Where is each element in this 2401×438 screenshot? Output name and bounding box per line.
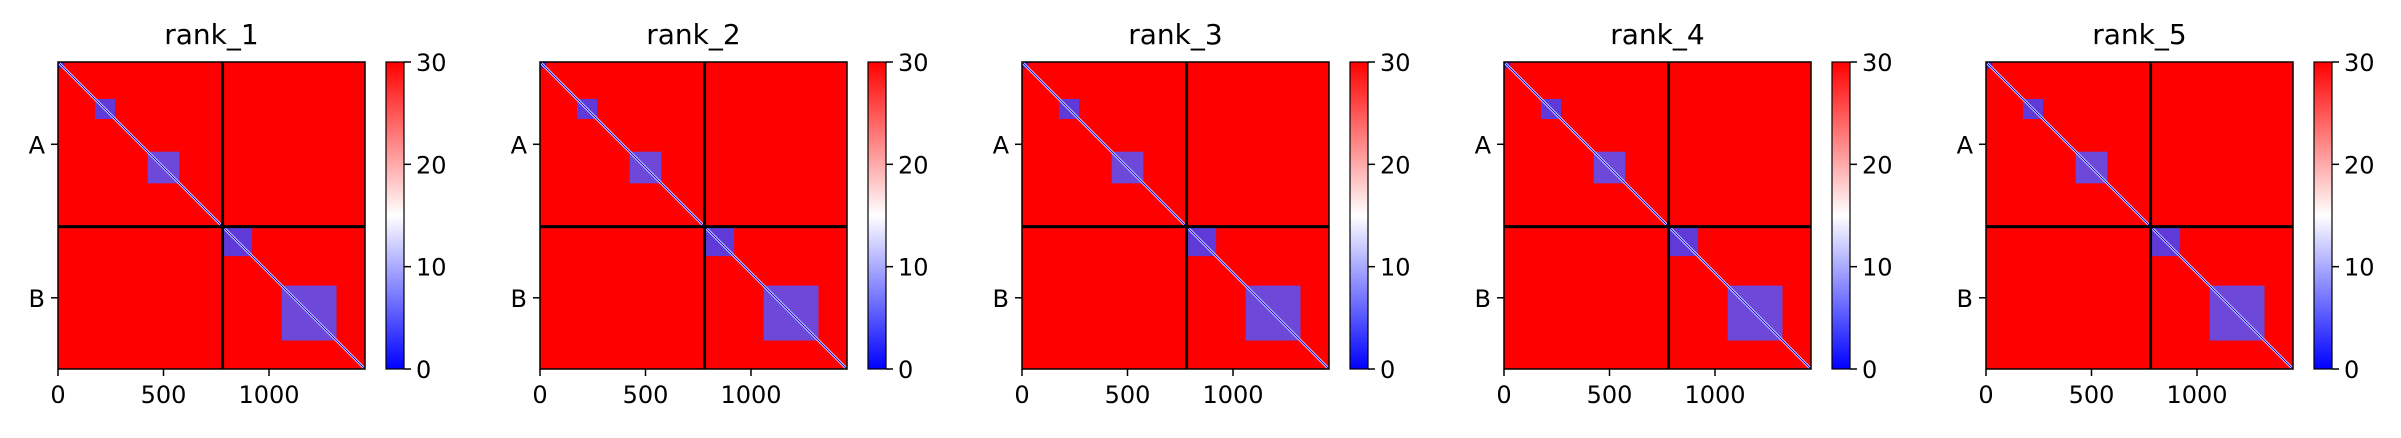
- panel-5: rank_5 A B 0 500 1000 0 10 20 30: [1957, 18, 2375, 409]
- colorbar: [1831, 61, 1851, 370]
- colorbar-tick-label: 20: [2344, 151, 2375, 179]
- colorbar: [867, 61, 887, 370]
- x-tick-label: 0: [532, 381, 547, 409]
- x-tick-label: 500: [2069, 381, 2115, 409]
- diagonal-core: [1021, 61, 1330, 370]
- x-tick-label: 0: [1978, 381, 1993, 409]
- x-tick-label: 500: [141, 381, 187, 409]
- panel-2: rank_2 A B 0 500 1000 0 10 20 30: [511, 18, 929, 409]
- x-tick-label: 0: [1496, 381, 1511, 409]
- colorbar-tick-label: 0: [1862, 356, 1877, 384]
- colorbar-tick-label: 30: [1862, 49, 1893, 77]
- colorbar-tick-label: 0: [416, 356, 431, 384]
- y-tick-label: A: [511, 131, 528, 159]
- panel-title: rank_2: [646, 18, 740, 51]
- y-tick-label: A: [1957, 131, 1974, 159]
- colorbar-tick-label: 0: [898, 356, 913, 384]
- diagonal-core: [57, 61, 366, 370]
- y-tick-label: A: [993, 131, 1010, 159]
- diagonal-core: [1985, 61, 2294, 370]
- heatmap-frame: [57, 61, 366, 370]
- x-tick-label: 1000: [2166, 381, 2227, 409]
- y-tick-label: B: [993, 285, 1009, 313]
- colorbar-tick-label: 20: [1862, 151, 1893, 179]
- colorbar: [385, 61, 405, 370]
- colorbar-tick-label: 30: [1380, 49, 1411, 77]
- colorbar-tick-label: 20: [898, 151, 929, 179]
- colorbar-tick-label: 10: [1380, 254, 1411, 282]
- x-tick-label: 1000: [720, 381, 781, 409]
- x-tick-label: 500: [1587, 381, 1633, 409]
- panel-title: rank_5: [2092, 18, 2186, 51]
- colorbar-tick-label: 30: [898, 49, 929, 77]
- panel-3: rank_3 A B 0 500 1000 0 10 20 30: [993, 18, 1411, 409]
- x-tick-label: 1000: [1684, 381, 1745, 409]
- panel-4: rank_4 A B 0 500 1000 0 10 20 30: [1475, 18, 1893, 409]
- colorbar-tick-label: 10: [416, 254, 447, 282]
- colorbar-tick-label: 10: [2344, 254, 2375, 282]
- x-tick-label: 1000: [238, 381, 299, 409]
- colorbar-tick-label: 20: [416, 151, 447, 179]
- y-tick-label: B: [1957, 285, 1973, 313]
- y-tick-label: B: [511, 285, 527, 313]
- x-tick-label: 1000: [1202, 381, 1263, 409]
- colorbar-tick-label: 30: [2344, 49, 2375, 77]
- heatmap-frame: [1985, 61, 2294, 370]
- colorbar-tick-label: 10: [898, 254, 929, 282]
- colorbar-tick-label: 10: [1862, 254, 1893, 282]
- panel-title: rank_3: [1128, 18, 1222, 51]
- diagonal-core: [1503, 61, 1812, 370]
- heatmap-frame: [1021, 61, 1330, 370]
- x-tick-label: 0: [1014, 381, 1029, 409]
- x-tick-label: 500: [1105, 381, 1151, 409]
- panel-title: rank_1: [164, 18, 258, 51]
- y-tick-label: B: [1475, 285, 1491, 313]
- y-tick-label: A: [1475, 131, 1492, 159]
- x-tick-label: 0: [50, 381, 65, 409]
- colorbar-tick-label: 30: [416, 49, 447, 77]
- colorbar: [2313, 61, 2333, 370]
- heatmap-frame: [1503, 61, 1812, 370]
- x-tick-label: 500: [623, 381, 669, 409]
- panel-1: rank_1 A B 0 500 1000 0 10 20 30: [29, 18, 447, 409]
- y-tick-label: B: [29, 285, 45, 313]
- panel-title: rank_4: [1610, 18, 1704, 51]
- diagonal-core: [539, 61, 848, 370]
- y-tick-label: A: [29, 131, 46, 159]
- colorbar: [1349, 61, 1369, 370]
- colorbar-tick-label: 0: [2344, 356, 2359, 384]
- heatmap-frame: [539, 61, 848, 370]
- colorbar-tick-label: 20: [1380, 151, 1411, 179]
- colorbar-tick-label: 0: [1380, 356, 1395, 384]
